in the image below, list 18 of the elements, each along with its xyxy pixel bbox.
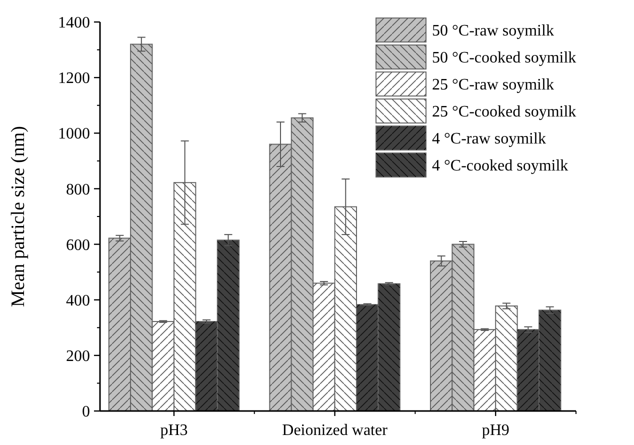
x-tick-label: pH3 xyxy=(160,422,188,439)
y-tick-label: 1200 xyxy=(58,70,90,88)
legend-label: 4 °C-raw soymilk xyxy=(432,130,546,148)
y-axis-title: Mean particle size (nm) xyxy=(8,126,29,307)
y-tick-label: 0 xyxy=(82,404,90,421)
legend-label: 50 °C-raw soymilk xyxy=(432,22,554,40)
y-tick-label: 200 xyxy=(66,348,90,366)
y-tick-label: 1000 xyxy=(58,126,90,143)
x-tick-label: Deionized water xyxy=(282,422,388,439)
legend-label: 50 °C-cooked soymilk xyxy=(432,50,576,67)
legend-label: 25 °C-raw soymilk xyxy=(432,76,554,94)
y-tick-label: 400 xyxy=(66,292,90,310)
legend-label: 4 °C-cooked soymilk xyxy=(432,158,568,175)
y-tick-label: 1400 xyxy=(58,14,90,32)
legend-label: 25 °C-cooked soymilk xyxy=(432,104,576,121)
x-tick-label: pH9 xyxy=(482,422,510,439)
y-tick-label: 800 xyxy=(66,181,90,198)
y-tick-label: 600 xyxy=(66,236,90,254)
